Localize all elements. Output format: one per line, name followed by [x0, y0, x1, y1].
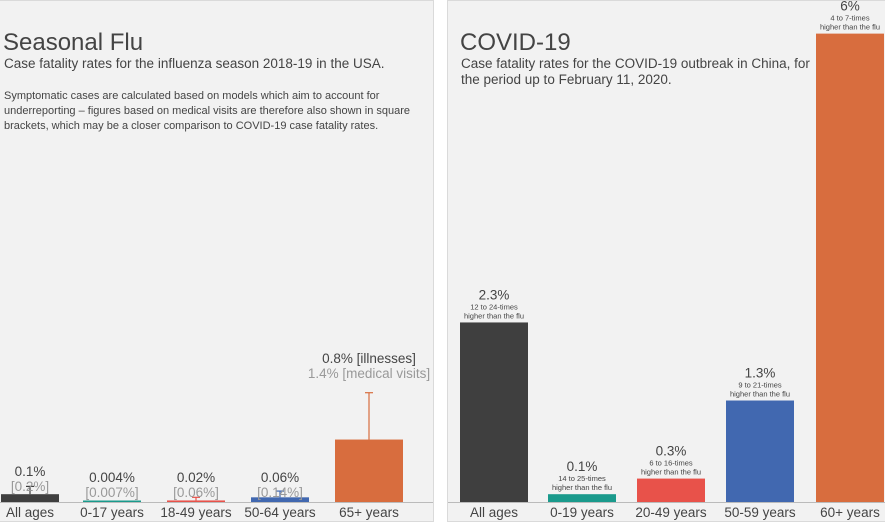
covid-bar: [816, 33, 884, 502]
covid-comparison-label: higher than the flu: [641, 468, 701, 477]
covid-category-label: 0-19 years: [550, 505, 614, 520]
covid-comparison-label: higher than the flu: [820, 23, 880, 32]
flu-bar: [167, 500, 225, 502]
covid-panel: COVID-19 Case fatality rates for the COV…: [447, 0, 885, 522]
covid-title: COVID-19: [460, 29, 571, 56]
flu-bracket-label: [0.2%]: [11, 479, 49, 494]
flu-bar: [83, 500, 141, 502]
covid-subtitle: Case fatality rates for the COVID-19 out…: [461, 56, 810, 87]
covid-category-label: 60+ years: [820, 505, 880, 520]
flu-panel: Seasonal Flu Case fatality rates for the…: [0, 0, 434, 522]
flu-bar: [1, 494, 59, 502]
flu-category-label: All ages: [6, 505, 54, 520]
flu-bracket-label: [0.14%]: [257, 485, 303, 500]
flu-value-label: 0.004%: [89, 470, 135, 485]
flu-bracket-label: 1.4% [medical visits]: [308, 366, 430, 381]
covid-comparison-label: 12 to 24-times: [470, 302, 518, 311]
flu-title: Seasonal Flu: [3, 29, 144, 56]
covid-category-label: 50-59 years: [724, 505, 796, 520]
flu-category-label: 50-64 years: [244, 505, 316, 520]
covid-comparison-label: higher than the flu: [552, 483, 612, 492]
flu-category-label: 0-17 years: [80, 505, 144, 520]
covid-bar: [460, 322, 528, 502]
covid-comparison-label: 14 to 25-times: [558, 474, 606, 483]
flu-chart: 0.1%[0.2%] All ages 0.004%[0.007%] 0-17 yea…: [0, 351, 433, 520]
flu-subtitle: Case fatality rates for the influenza se…: [4, 56, 385, 71]
flu-category-label: 18-49 years: [160, 505, 232, 520]
covid-comparison-label: higher than the flu: [464, 311, 524, 320]
covid-category-label: All ages: [470, 505, 518, 520]
covid-comparison-label: 6 to 16-times: [649, 459, 693, 468]
flu-value-label: 0.1%: [15, 464, 46, 479]
covid-bar: [637, 478, 705, 502]
covid-value-label: 0.1%: [567, 459, 598, 474]
covid-bar: [726, 400, 794, 502]
covid-value-label: 2.3%: [479, 287, 510, 302]
flu-value-label: 0.8% [illnesses]: [322, 351, 416, 366]
flu-bar: [251, 497, 309, 502]
flu-value-label: 0.02%: [177, 470, 215, 485]
flu-bracket-label: [0.007%]: [85, 485, 138, 500]
flu-bracket-label: [0.06%]: [173, 485, 219, 500]
covid-value-label: 6%: [840, 1, 860, 14]
covid-comparison-label: higher than the flu: [730, 390, 790, 399]
flu-value-label: 0.06%: [261, 470, 299, 485]
flu-bar: [335, 439, 403, 502]
covid-bar: [548, 494, 616, 502]
covid-category-label: 20-49 years: [635, 505, 707, 520]
flu-category-label: 65+ years: [339, 505, 399, 520]
covid-value-label: 1.3%: [745, 366, 776, 381]
covid-value-label: 0.3%: [656, 444, 687, 459]
flu-note: Symptomatic cases are calculated based o…: [4, 90, 411, 132]
covid-comparison-label: 9 to 21-times: [738, 381, 782, 390]
covid-comparison-label: 4 to 7-times: [830, 14, 869, 23]
